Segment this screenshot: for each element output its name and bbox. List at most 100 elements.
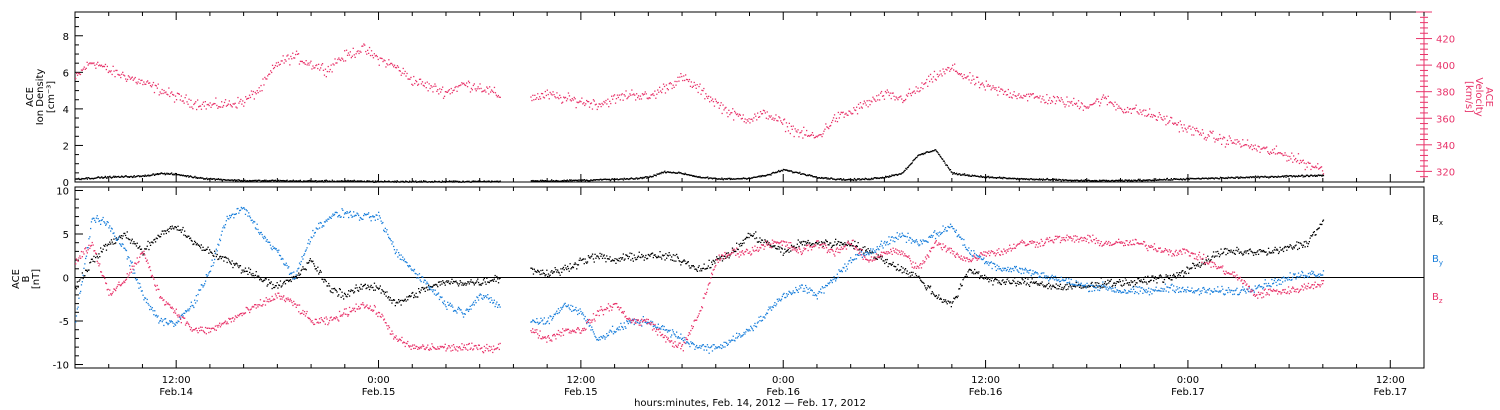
density-point [562,180,564,182]
density-point [1009,177,1011,179]
density-point [198,177,200,179]
density-point [1263,176,1265,178]
bx-point [223,260,225,262]
bx-point [1287,245,1289,248]
bx-point [290,280,292,283]
by-point [426,281,428,283]
bx-point [964,275,967,278]
density-point [256,180,258,182]
bx-point [128,238,130,241]
bx-point [1196,265,1198,267]
density-point [877,177,879,180]
bx-point [284,283,287,285]
velocity-point [960,73,962,75]
bx-point [1312,231,1315,234]
bx-point [1025,284,1027,286]
density-point [1112,180,1115,182]
density-point [1297,176,1299,178]
bx-point [1057,284,1059,287]
bx-point [741,244,743,247]
bx-point [744,238,746,240]
density-point [996,177,998,179]
bx-point [1060,288,1062,290]
density-point [707,178,710,180]
bx-point [1283,247,1285,249]
density-point [233,179,235,181]
velocity-point [773,119,775,121]
by-point [333,214,335,217]
density-point [89,178,92,180]
velocity-point [658,91,660,93]
velocity-point [428,83,430,85]
density-point [353,179,355,181]
bx-point [269,282,272,285]
velocity-point [660,90,662,92]
velocity-point [398,70,400,72]
bx-point [752,235,754,237]
bx-point [538,271,540,273]
velocity-point [291,58,293,60]
bx-point [1237,250,1239,252]
density-point [692,175,694,177]
velocity-point [315,64,317,67]
velocity-point [277,61,279,64]
by-point [192,305,194,307]
velocity-point [836,121,839,123]
density-point [828,178,830,180]
bx-point [1138,280,1141,282]
bx-point [610,260,612,262]
velocity-point [703,87,705,90]
density-point [460,181,462,183]
by-point [341,208,343,210]
bx-point [261,280,263,282]
density-point [172,174,174,176]
density-point [266,180,268,182]
bx-point [636,258,638,260]
density-point [326,180,328,182]
velocity-point [446,91,449,93]
density-point [476,181,479,183]
bx-point [300,269,302,272]
velocity-point [226,104,229,106]
velocity-point [917,87,919,89]
bx-point [374,289,376,291]
bx-point [782,254,784,256]
density-point [652,175,654,178]
bx-point [156,237,158,240]
density-point [100,177,102,179]
by-point [122,243,124,246]
bx-point [817,243,819,245]
bx-point [183,234,185,236]
velocity-point [1141,113,1143,116]
density-point [975,175,977,177]
density-point [391,180,394,183]
density-point [670,171,672,174]
velocity-point [211,104,213,106]
velocity-point [1052,95,1055,98]
velocity-point [1145,109,1147,111]
bx-point [1113,282,1115,284]
density-point [1094,179,1096,182]
density-point [874,177,877,179]
velocity-point [1286,160,1288,162]
bx-point [209,249,211,251]
velocity-point [588,106,591,108]
velocity-point [704,98,706,100]
bx-point [462,284,465,286]
density-point [1231,176,1233,179]
bx-point [828,244,830,246]
velocity-point [132,79,134,81]
bx-point [603,254,605,256]
density-point [485,181,487,183]
velocity-point [499,96,501,98]
by-point [351,216,353,218]
bx-point [77,286,79,288]
velocity-point [912,91,914,93]
by-point [280,258,282,260]
bx-point [1096,282,1098,284]
by-point [379,217,381,219]
bx-point [1018,283,1020,285]
by-point [163,324,165,327]
density-point [1012,177,1014,179]
